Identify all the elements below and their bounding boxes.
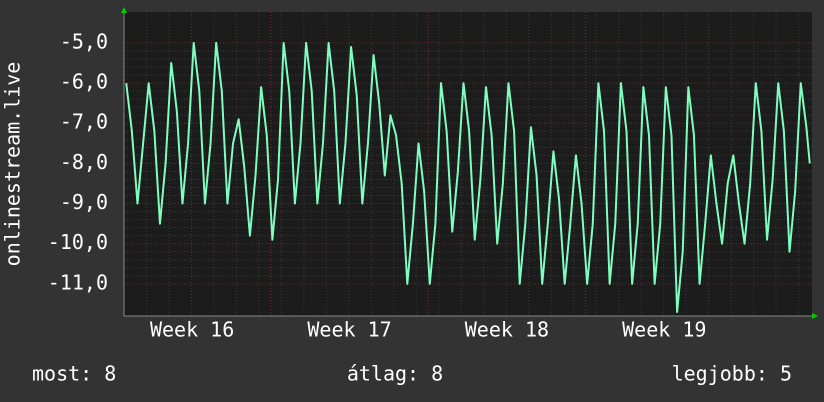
y-tick-label: -9,0	[60, 190, 108, 214]
axis-arrow	[812, 313, 818, 319]
y-tick-label: -11,0	[48, 270, 108, 294]
plot-area	[124, 12, 812, 316]
x-tick-label: Week 17	[307, 318, 391, 342]
footer-best: legjobb: 5	[672, 362, 792, 386]
y-tick-label: -6,0	[60, 70, 108, 94]
y-tick-label: -10,0	[48, 230, 108, 254]
data-line	[125, 41, 811, 313]
footer-current: most: 8	[32, 362, 116, 386]
footer-average: átlag: 8	[347, 362, 443, 386]
x-tick-label: Week 18	[465, 318, 549, 342]
x-tick-label: Week 19	[622, 318, 706, 342]
x-tick-label: Week 16	[150, 318, 234, 342]
y-axis-label: onlinestream.live	[1, 62, 25, 267]
axis-arrow	[121, 7, 127, 13]
y-tick-label: -5,0	[60, 29, 108, 53]
y-tick-label: -7,0	[60, 110, 108, 134]
y-tick-label: -8,0	[60, 150, 108, 174]
